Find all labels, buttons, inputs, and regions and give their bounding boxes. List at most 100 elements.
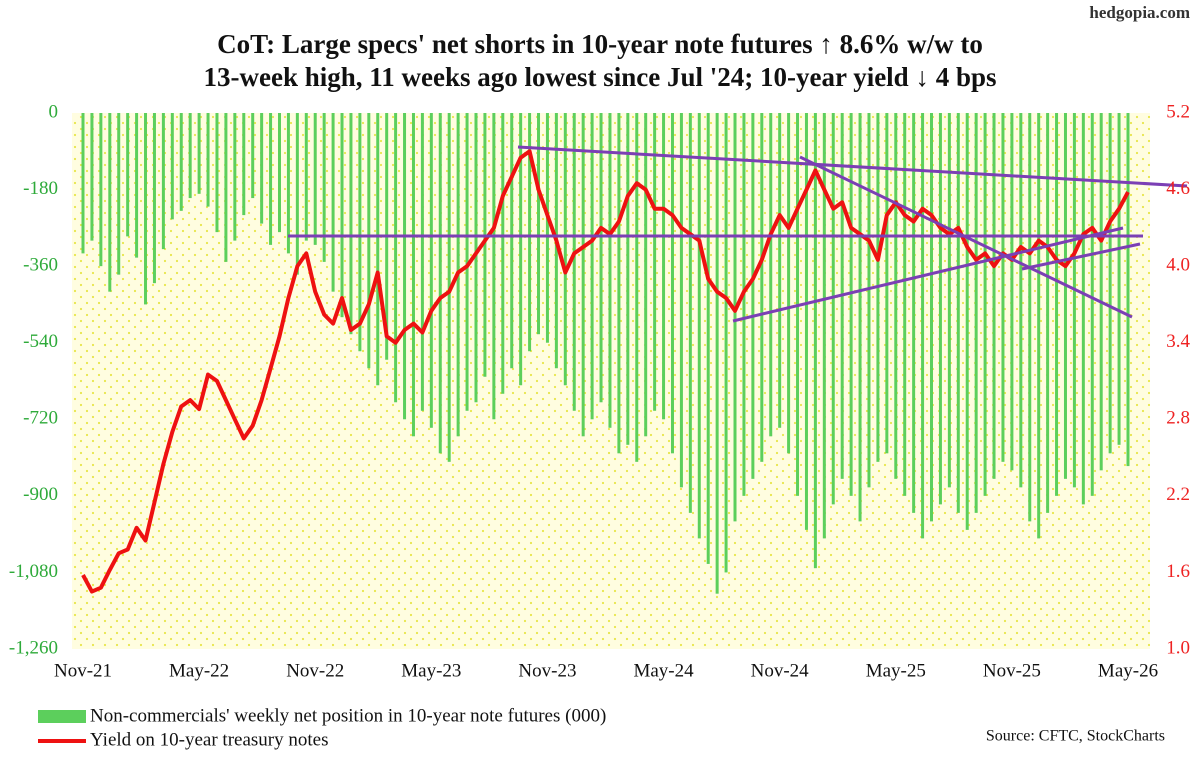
bar xyxy=(81,113,85,254)
bar xyxy=(528,113,532,352)
bar xyxy=(697,113,701,539)
bar xyxy=(545,113,549,343)
bar xyxy=(831,113,835,505)
bar xyxy=(930,113,934,522)
bar xyxy=(626,113,630,445)
y2-tick-label: 4.0 xyxy=(1166,255,1190,276)
bar xyxy=(215,113,219,233)
bar xyxy=(501,113,505,394)
bar xyxy=(170,113,174,220)
bar xyxy=(135,113,139,258)
x-tick-label: May-22 xyxy=(169,660,229,681)
bar xyxy=(483,113,487,377)
bar xyxy=(358,113,362,352)
bar xyxy=(474,113,478,403)
y-tick-label: -360 xyxy=(23,255,58,276)
x-tick-label: Nov-21 xyxy=(54,660,112,681)
bar xyxy=(813,113,817,569)
bar xyxy=(849,113,853,496)
bar xyxy=(269,113,273,245)
bar xyxy=(662,113,666,420)
y2-tick-label: 3.4 xyxy=(1166,331,1190,352)
x-tick-label: Nov-24 xyxy=(751,660,810,681)
y2-tick-label: 5.2 xyxy=(1166,101,1190,122)
bar xyxy=(965,113,969,530)
bar xyxy=(260,113,264,224)
bar xyxy=(572,113,576,411)
bar xyxy=(537,113,541,335)
source: Source: CFTC, StockCharts xyxy=(986,728,1165,745)
bar xyxy=(679,113,683,488)
bar xyxy=(822,113,826,539)
bar xyxy=(197,113,201,194)
bar xyxy=(1028,113,1032,522)
bar xyxy=(1108,113,1112,454)
bar xyxy=(715,113,719,594)
bar xyxy=(411,113,415,437)
bar xyxy=(1126,113,1130,467)
bar xyxy=(688,113,692,513)
bar xyxy=(1063,113,1067,479)
bar xyxy=(858,113,862,522)
bar xyxy=(778,113,782,428)
bar xyxy=(1099,113,1103,471)
bar xyxy=(376,113,380,386)
bar xyxy=(599,113,603,403)
y-tick-label: 0 xyxy=(49,101,59,122)
y-tick-label: -1,080 xyxy=(9,561,58,582)
trendline xyxy=(517,145,1188,188)
bar xyxy=(912,113,916,513)
bar xyxy=(304,113,308,241)
bar xyxy=(277,113,281,233)
bar xyxy=(179,113,183,211)
bar xyxy=(90,113,94,241)
bar xyxy=(733,113,737,522)
bar xyxy=(144,113,148,305)
bar xyxy=(224,113,228,262)
bar xyxy=(983,113,987,496)
y-tick-label: -180 xyxy=(23,178,58,199)
x-tick-label: May-23 xyxy=(401,660,461,681)
x-tick-label: Nov-25 xyxy=(983,660,1041,681)
bar xyxy=(322,113,326,262)
bar xyxy=(769,113,773,437)
bar xyxy=(947,113,951,488)
bar xyxy=(161,113,165,250)
y-tick-label: -540 xyxy=(23,331,58,352)
y-tick-label: -900 xyxy=(23,484,58,505)
bar xyxy=(742,113,746,496)
bar xyxy=(349,113,353,335)
legend-label: Yield on 10-year treasury notes xyxy=(90,729,328,750)
bar xyxy=(590,113,594,420)
bar xyxy=(635,113,639,462)
bar xyxy=(974,113,978,513)
bar xyxy=(644,113,648,437)
trendline xyxy=(799,155,1133,319)
bar xyxy=(1037,113,1041,539)
bar xyxy=(1081,113,1085,505)
bar xyxy=(1001,113,1005,462)
y2-tick-label: 1.0 xyxy=(1166,637,1190,658)
x-tick-label: May-25 xyxy=(866,660,926,681)
bar xyxy=(653,113,657,411)
bar xyxy=(1055,113,1059,496)
y-tick-label: -1,260 xyxy=(9,637,58,658)
legend-label: Non-commercials' weekly net position in … xyxy=(90,705,606,726)
bar xyxy=(804,113,808,530)
bar xyxy=(403,113,407,420)
y2-tick-label: 1.6 xyxy=(1166,561,1190,582)
bar xyxy=(751,113,755,479)
bar xyxy=(581,113,585,437)
bar xyxy=(188,113,192,199)
bar xyxy=(617,113,621,454)
bar xyxy=(313,113,317,245)
bar xyxy=(1117,113,1121,445)
trendlines xyxy=(288,145,1188,323)
bar xyxy=(1010,113,1014,471)
bar xyxy=(867,113,871,488)
bar xyxy=(206,113,210,207)
x-tick-label: Nov-22 xyxy=(286,660,344,681)
x-tick-label: Nov-23 xyxy=(518,660,576,681)
bar xyxy=(438,113,442,454)
